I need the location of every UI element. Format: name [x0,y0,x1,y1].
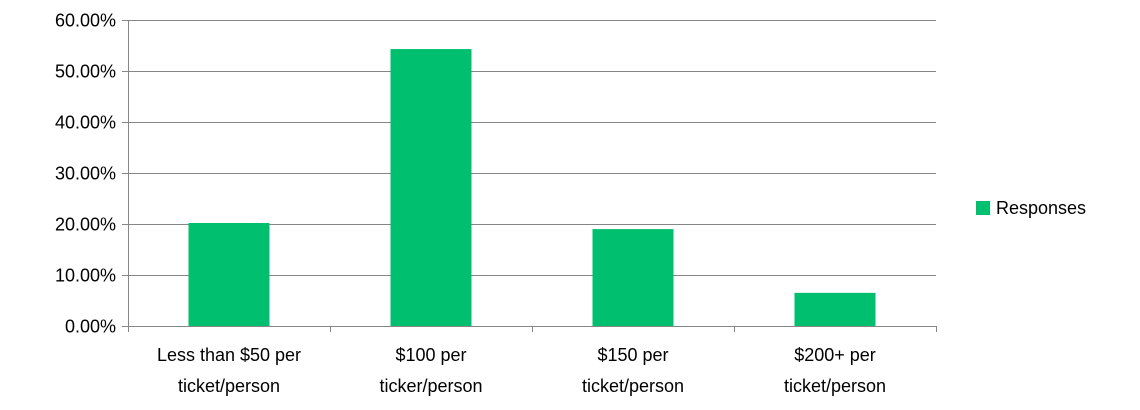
bar [794,292,876,326]
x-category-labels: Less than $50 per ticket/person $100 per ti… [157,345,886,396]
x-category-label: ticket/person [784,376,886,396]
y-tick-label: 40.00% [55,113,116,133]
y-tick-label: 30.00% [55,164,116,184]
legend-label: Responses [996,198,1086,218]
x-category-label: $150 per [597,345,668,365]
x-category-label: $100 per [395,345,466,365]
axes [122,20,937,332]
x-category-label: ticket/person [582,376,684,396]
x-category-label: Less than $50 per [157,345,301,365]
y-tick-label: 10.00% [55,266,116,286]
x-category-label: ticker/person [379,376,482,396]
x-category-label: $200+ per [794,345,876,365]
y-tick-labels: 0.00% 10.00% 20.00% 30.00% 40.00% 50.00% 60.00… [55,11,116,337]
y-tick-label: 60.00% [55,11,116,31]
bar [592,229,674,326]
y-tick-label: 20.00% [55,215,116,235]
x-category-label: ticket/person [178,376,280,396]
bar [390,49,472,326]
bars [188,49,876,326]
legend-swatch [976,201,990,215]
bar [188,222,270,326]
legend: Responses [976,198,1086,218]
y-tick-label: 50.00% [55,62,116,82]
y-tick-label: 0.00% [65,317,116,337]
